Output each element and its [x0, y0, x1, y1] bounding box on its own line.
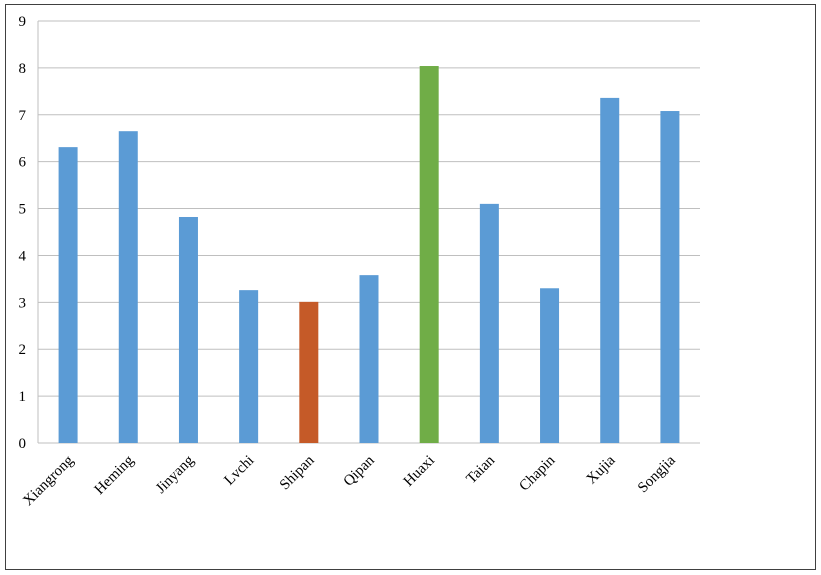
x-tick-label: Jinyang — [153, 452, 198, 497]
x-tick-label: Huaxi — [401, 453, 438, 490]
y-tick-label: 7 — [19, 108, 27, 124]
bar — [479, 203, 499, 443]
x-tick-label: Xiangrong — [20, 452, 77, 509]
bar — [178, 216, 198, 443]
y-tick-label: 6 — [19, 155, 27, 171]
bar — [239, 290, 259, 443]
bar — [540, 288, 560, 443]
y-tick-label: 3 — [19, 295, 27, 311]
y-tick-label: 4 — [19, 248, 27, 264]
x-tick-label: Chapin — [516, 452, 558, 494]
x-tick-label: Shipan — [277, 452, 318, 493]
bar — [58, 147, 78, 443]
bar — [419, 66, 439, 443]
x-tick-label: Taian — [463, 452, 498, 487]
x-tick-label: Qipan — [341, 452, 379, 490]
y-tick-label: 8 — [19, 61, 27, 77]
y-tick-label: 9 — [19, 14, 27, 30]
x-tick-label: Xujia — [584, 452, 619, 487]
bar — [600, 97, 620, 444]
y-tick-label: 1 — [19, 389, 27, 405]
y-tick-label: 5 — [19, 202, 27, 218]
x-tick-label: Songjia — [635, 452, 679, 496]
bar — [299, 301, 319, 443]
bar — [359, 275, 379, 443]
x-tick-label: Heming — [92, 452, 138, 498]
y-tick-label: 0 — [19, 436, 27, 452]
chart-frame — [5, 4, 816, 570]
y-tick-label: 2 — [19, 342, 27, 358]
bar — [118, 131, 138, 443]
bar — [660, 111, 680, 443]
x-tick-label: Lvchi — [221, 453, 257, 489]
